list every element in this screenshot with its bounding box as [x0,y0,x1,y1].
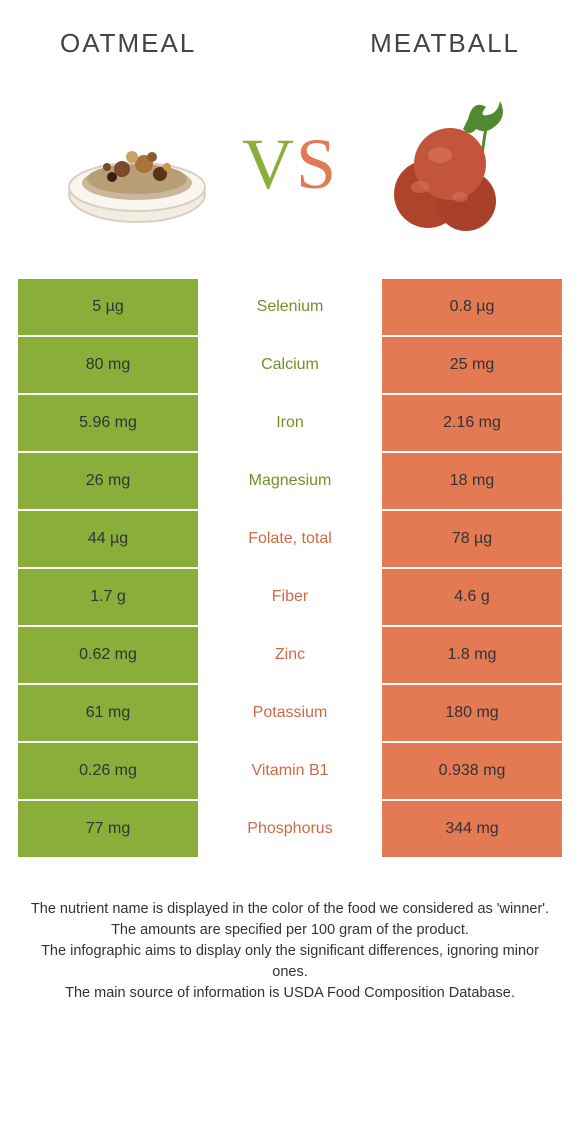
header-row: OATMEAL MEATBALL [0,0,580,69]
table-row: 61 mgPotassium180 mg [18,685,562,741]
value-right: 18 mg [382,453,562,509]
table-row: 0.26 mgVitamin B10.938 mg [18,743,562,799]
table-row: 0.62 mgZinc1.8 mg [18,627,562,683]
nutrient-label: Vitamin B1 [198,743,382,799]
value-left: 26 mg [18,453,198,509]
table-row: 44 µgFolate, total78 µg [18,511,562,567]
nutrient-label: Fiber [198,569,382,625]
table-row: 5.96 mgIron2.16 mg [18,395,562,451]
nutrient-label: Magnesium [198,453,382,509]
value-right: 4.6 g [382,569,562,625]
footnote-line: The main source of information is USDA F… [28,983,552,1004]
value-left: 44 µg [18,511,198,567]
table-row: 5 µgSelenium0.8 µg [18,279,562,335]
nutrient-label: Selenium [198,279,382,335]
value-left: 5.96 mg [18,395,198,451]
value-right: 1.8 mg [382,627,562,683]
value-right: 344 mg [382,801,562,857]
meatball-image [358,79,528,249]
footnotes: The nutrient name is displayed in the co… [0,859,580,1004]
value-left: 1.7 g [18,569,198,625]
footnote-line: The amounts are specified per 100 gram o… [28,920,552,941]
value-left: 61 mg [18,685,198,741]
vs-row: VS [0,69,580,279]
value-right: 25 mg [382,337,562,393]
table-row: 77 mgPhosphorus344 mg [18,801,562,857]
nutrient-table: 5 µgSelenium0.8 µg80 mgCalcium25 mg5.96 … [18,279,562,857]
vs-s: S [296,124,338,204]
nutrient-label: Potassium [198,685,382,741]
footnote-line: The nutrient name is displayed in the co… [28,899,552,920]
value-left: 80 mg [18,337,198,393]
nutrient-label: Phosphorus [198,801,382,857]
value-right: 2.16 mg [382,395,562,451]
table-row: 26 mgMagnesium18 mg [18,453,562,509]
value-left: 5 µg [18,279,198,335]
nutrient-label: Zinc [198,627,382,683]
table-row: 1.7 gFiber4.6 g [18,569,562,625]
food-title-left: OATMEAL [60,28,196,59]
nutrient-label: Iron [198,395,382,451]
value-right: 78 µg [382,511,562,567]
value-right: 0.8 µg [382,279,562,335]
value-right: 0.938 mg [382,743,562,799]
value-left: 0.26 mg [18,743,198,799]
food-title-right: MEATBALL [370,28,520,59]
value-right: 180 mg [382,685,562,741]
footnote-line: The infographic aims to display only the… [28,941,552,983]
value-left: 77 mg [18,801,198,857]
table-row: 80 mgCalcium25 mg [18,337,562,393]
vs-label: VS [242,123,338,206]
value-left: 0.62 mg [18,627,198,683]
oatmeal-image [52,79,222,249]
nutrient-label: Folate, total [198,511,382,567]
nutrient-label: Calcium [198,337,382,393]
vs-v: V [242,124,296,204]
